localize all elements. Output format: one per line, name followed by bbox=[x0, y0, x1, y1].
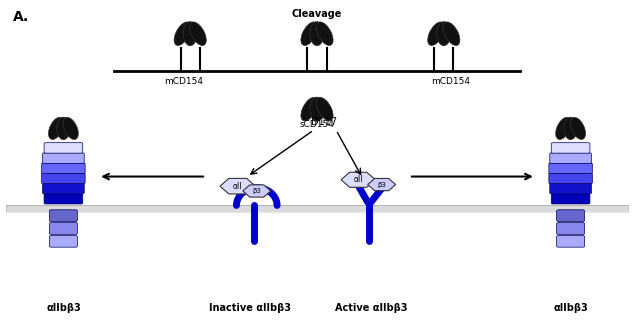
FancyBboxPatch shape bbox=[42, 153, 84, 163]
Ellipse shape bbox=[183, 22, 197, 46]
Ellipse shape bbox=[443, 22, 460, 46]
Ellipse shape bbox=[316, 97, 333, 121]
Text: Active αIIbβ3: Active αIIbβ3 bbox=[335, 303, 407, 313]
Ellipse shape bbox=[555, 117, 571, 140]
Ellipse shape bbox=[63, 117, 79, 140]
Text: αIIbβ3: αIIbβ3 bbox=[46, 303, 81, 313]
Ellipse shape bbox=[437, 22, 451, 46]
Ellipse shape bbox=[190, 22, 206, 46]
Text: β3: β3 bbox=[377, 182, 386, 187]
Text: sCD154: sCD154 bbox=[299, 120, 335, 129]
Text: αII: αII bbox=[233, 182, 242, 191]
Ellipse shape bbox=[564, 117, 578, 140]
Text: Inactive αIIbβ3: Inactive αIIbβ3 bbox=[209, 303, 292, 313]
Ellipse shape bbox=[57, 117, 70, 140]
Ellipse shape bbox=[571, 117, 586, 140]
Ellipse shape bbox=[316, 22, 333, 46]
FancyBboxPatch shape bbox=[552, 194, 590, 204]
Text: Cleavage: Cleavage bbox=[292, 9, 342, 19]
FancyBboxPatch shape bbox=[44, 143, 82, 153]
FancyBboxPatch shape bbox=[49, 223, 77, 234]
Text: D117: D117 bbox=[311, 117, 337, 127]
FancyBboxPatch shape bbox=[550, 183, 592, 194]
Ellipse shape bbox=[301, 22, 318, 46]
FancyBboxPatch shape bbox=[42, 183, 84, 194]
Ellipse shape bbox=[428, 22, 444, 46]
FancyBboxPatch shape bbox=[44, 194, 82, 204]
FancyBboxPatch shape bbox=[552, 143, 590, 153]
FancyBboxPatch shape bbox=[557, 210, 585, 221]
FancyBboxPatch shape bbox=[49, 236, 77, 247]
FancyBboxPatch shape bbox=[49, 210, 77, 221]
FancyBboxPatch shape bbox=[549, 163, 592, 173]
Text: mCD154: mCD154 bbox=[164, 77, 204, 86]
Text: β3: β3 bbox=[252, 188, 261, 194]
Ellipse shape bbox=[310, 97, 324, 121]
FancyBboxPatch shape bbox=[6, 205, 628, 212]
FancyBboxPatch shape bbox=[557, 236, 585, 247]
Text: αII: αII bbox=[354, 175, 363, 184]
FancyBboxPatch shape bbox=[550, 153, 592, 163]
Ellipse shape bbox=[310, 22, 324, 46]
Ellipse shape bbox=[301, 97, 318, 121]
Ellipse shape bbox=[48, 117, 63, 140]
Text: A.: A. bbox=[13, 10, 29, 24]
Text: αIIbβ3: αIIbβ3 bbox=[553, 303, 588, 313]
Ellipse shape bbox=[174, 22, 191, 46]
FancyBboxPatch shape bbox=[42, 163, 85, 173]
FancyBboxPatch shape bbox=[42, 173, 85, 184]
FancyBboxPatch shape bbox=[549, 173, 592, 184]
Text: mCD154: mCD154 bbox=[430, 77, 470, 86]
FancyBboxPatch shape bbox=[557, 223, 585, 234]
